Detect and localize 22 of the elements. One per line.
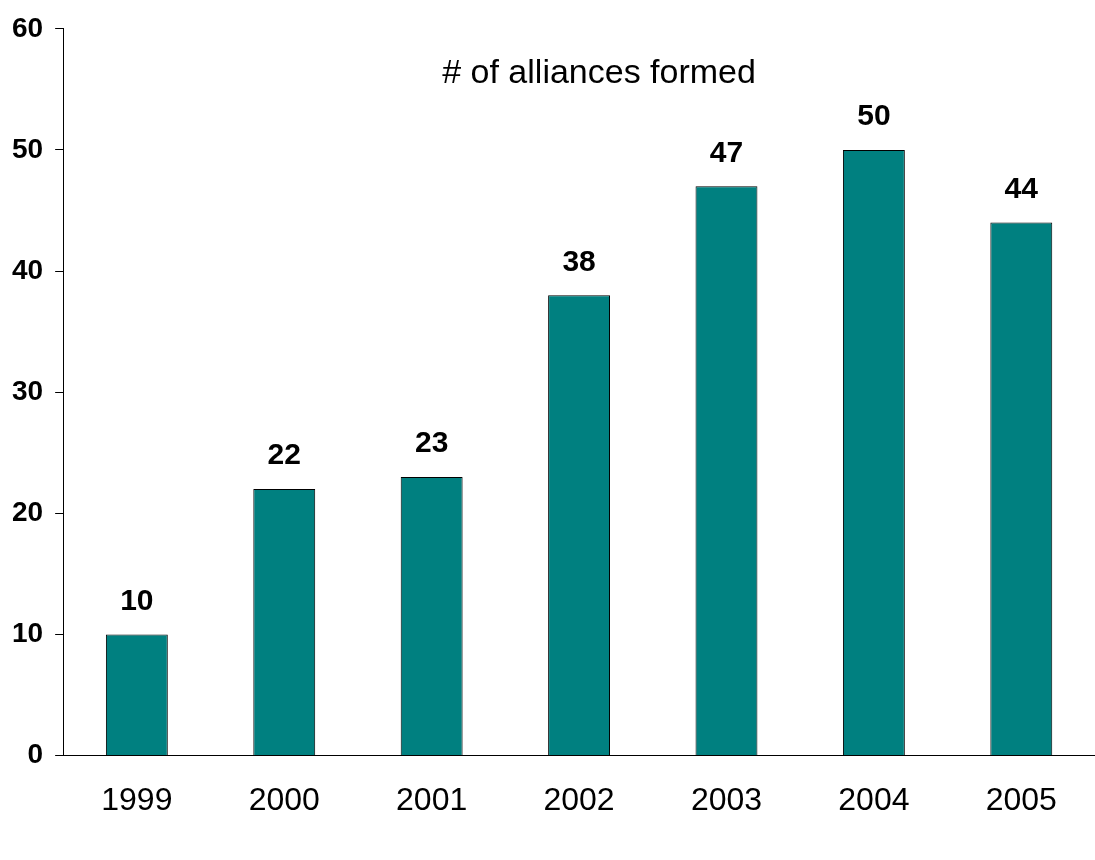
x-tick-label: 2001 [396,780,468,817]
y-tick-label: 10 [11,617,44,649]
x-tick-label: 1999 [101,780,173,817]
data-label: 50 [857,98,891,132]
x-tick-label: 2004 [838,780,910,817]
x-tick-label: 2002 [543,780,615,817]
x-tick-label: 2005 [985,780,1057,817]
x-tick-label: 2003 [690,780,763,817]
data-label: 38 [562,243,596,277]
y-tick-label: 20 [11,496,44,528]
data-label: 23 [414,425,449,459]
y-tick-label: 0 [27,738,44,770]
data-label: 22 [267,437,301,471]
x-tick-label: 2000 [248,780,320,817]
y-tick-label: 40 [11,253,44,285]
data-label: 44 [1004,170,1039,204]
y-tick-label: 50 [11,132,44,164]
y-tick-label: 60 [11,11,44,43]
data-label: 47 [709,134,744,168]
data-label: 10 [120,582,154,616]
y-tick-label: 30 [11,374,44,406]
text: # of alliances formed [442,52,756,91]
